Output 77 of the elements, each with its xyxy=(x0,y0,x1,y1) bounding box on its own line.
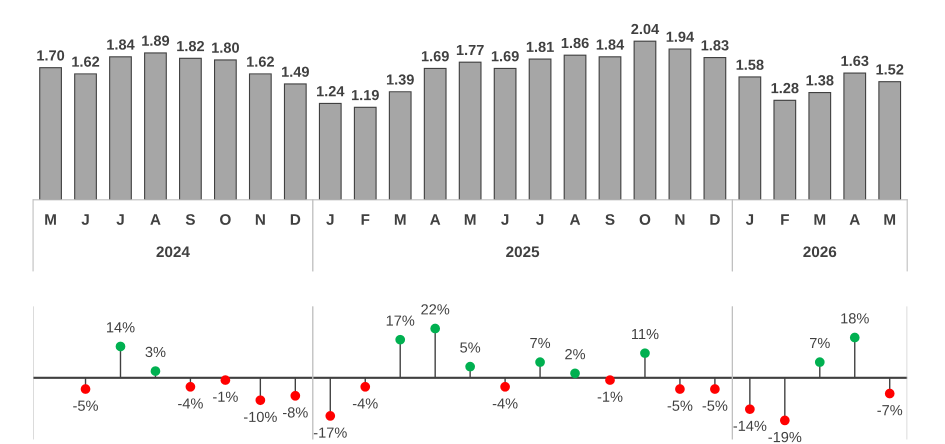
x-tick-label: J xyxy=(536,214,544,225)
data-label: 1.89 xyxy=(142,36,170,46)
data-label: -5% xyxy=(73,400,98,411)
x-tick-label: S xyxy=(186,214,195,225)
data-label: -5% xyxy=(668,400,692,411)
x-tick-label: F xyxy=(362,214,370,225)
data-label: -5% xyxy=(702,400,728,411)
x-tick-label: D xyxy=(710,214,720,225)
data-label: -4% xyxy=(492,398,518,409)
data-label: 1.84 xyxy=(107,39,135,50)
x-tick-label: M xyxy=(394,214,406,225)
x-tick-label: N xyxy=(675,214,684,225)
text: 2025 xyxy=(506,246,540,258)
data-label: -19% xyxy=(768,432,802,442)
data-label: 1.63 xyxy=(841,56,868,66)
x-tick-label: A xyxy=(570,214,580,225)
data-label: 1.39 xyxy=(386,74,414,85)
data-label: 1.62 xyxy=(72,56,100,67)
data-label: 2.04 xyxy=(631,24,660,34)
data-label: 1.69 xyxy=(492,51,519,62)
data-label: 1.52 xyxy=(876,64,904,75)
x-tick-label: A xyxy=(850,214,860,225)
data-label: -1% xyxy=(598,392,622,402)
data-label: 1.86 xyxy=(562,38,589,48)
data-label: 7% xyxy=(810,338,830,348)
data-label: 1.19 xyxy=(352,90,379,100)
data-label: -17% xyxy=(314,427,347,438)
data-label: 1.83 xyxy=(702,40,729,51)
x-tick-label: O xyxy=(640,214,650,225)
data-label: 1.38 xyxy=(806,75,834,86)
data-label: 17% xyxy=(386,315,414,326)
data-label: 1.28 xyxy=(772,82,799,94)
x-tick-label: M xyxy=(45,214,56,225)
data-label: -4% xyxy=(178,398,203,409)
data-label: 5% xyxy=(460,342,480,353)
x-tick-label: J xyxy=(501,214,508,225)
data-label: -1% xyxy=(213,392,238,402)
x-tick-label: F xyxy=(781,214,789,225)
x-tick-label: J xyxy=(746,214,754,225)
data-label: 1.62 xyxy=(247,56,274,67)
data-label: -4% xyxy=(352,398,378,409)
data-label: -14% xyxy=(733,420,766,431)
x-tick-label: D xyxy=(290,214,300,225)
data-label: -8% xyxy=(282,407,308,418)
x-tick-label: M xyxy=(814,214,826,225)
data-label: 22% xyxy=(421,304,450,314)
data-label: 1.70 xyxy=(37,50,64,61)
x-tick-label: J xyxy=(326,214,334,225)
data-label: 2% xyxy=(565,349,586,360)
data-label: 1.77 xyxy=(456,44,484,56)
data-label: 1.81 xyxy=(526,42,554,52)
x-tick-label: S xyxy=(605,214,614,225)
x-tick-label: O xyxy=(220,214,231,225)
data-label: -7% xyxy=(877,405,902,416)
data-label: 1.82 xyxy=(177,40,204,52)
text: 2026 xyxy=(803,246,836,258)
data-label: 1.80 xyxy=(212,42,239,53)
data-label: 1.24 xyxy=(317,86,344,96)
x-tick-label: A xyxy=(430,214,440,225)
x-tick-label: N xyxy=(256,214,265,225)
data-label: 3% xyxy=(145,346,166,358)
data-label: 1.84 xyxy=(596,39,624,50)
x-tick-label: M xyxy=(464,214,476,225)
data-label: 14% xyxy=(107,322,135,332)
x-tick-label: J xyxy=(116,214,124,225)
data-label: 1.49 xyxy=(282,66,309,77)
data-label: 1.58 xyxy=(736,60,764,70)
x-tick-label: A xyxy=(150,214,161,225)
data-label: 7% xyxy=(530,338,550,348)
data-label: 1.94 xyxy=(666,32,694,42)
x-tick-label: M xyxy=(884,214,896,225)
data-label: 18% xyxy=(841,313,869,324)
text: 2024 xyxy=(156,246,190,258)
x-tick-label: J xyxy=(82,214,89,225)
data-label: -10% xyxy=(244,412,277,422)
data-label: 1.69 xyxy=(422,51,449,62)
data-label: 11% xyxy=(632,328,658,340)
